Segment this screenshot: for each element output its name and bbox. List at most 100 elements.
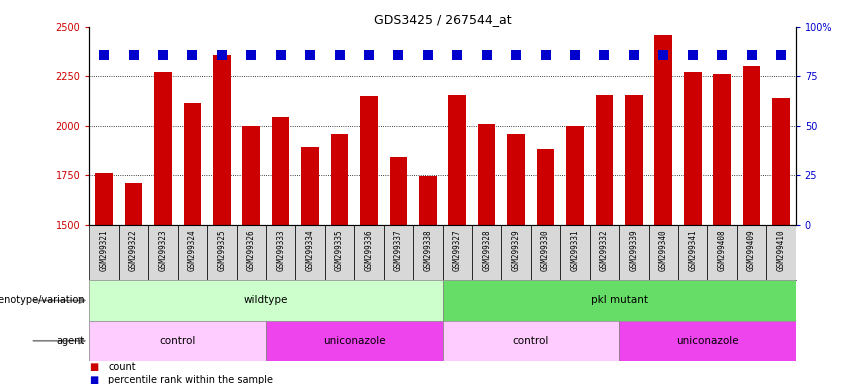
Text: GSM299333: GSM299333 <box>277 229 285 271</box>
Bar <box>243 126 260 225</box>
Point <box>127 51 140 58</box>
Bar <box>213 55 231 225</box>
Bar <box>743 66 761 225</box>
Bar <box>331 134 348 225</box>
Text: GSM299330: GSM299330 <box>541 229 550 271</box>
Text: GSM299335: GSM299335 <box>335 229 344 271</box>
Bar <box>537 149 554 225</box>
Text: control: control <box>159 336 196 346</box>
Text: agent: agent <box>57 336 85 346</box>
Bar <box>390 157 407 225</box>
Text: GSM299337: GSM299337 <box>394 229 403 271</box>
Bar <box>560 225 590 280</box>
Point <box>274 51 288 58</box>
Text: wildtype: wildtype <box>243 295 288 306</box>
Text: GSM299340: GSM299340 <box>659 229 668 271</box>
Bar <box>619 225 648 280</box>
Text: GSM299322: GSM299322 <box>129 229 138 271</box>
Bar <box>448 95 466 225</box>
Bar <box>184 103 201 225</box>
Bar <box>477 124 495 225</box>
Point <box>509 51 523 58</box>
Title: GDS3425 / 267544_at: GDS3425 / 267544_at <box>374 13 511 26</box>
Point <box>568 51 582 58</box>
Text: GSM299323: GSM299323 <box>158 229 168 271</box>
Bar <box>325 225 354 280</box>
Bar <box>148 225 178 280</box>
Point <box>774 51 788 58</box>
Bar <box>654 35 672 225</box>
Bar <box>419 176 437 225</box>
Text: ■: ■ <box>89 362 99 372</box>
Text: control: control <box>512 336 549 346</box>
Text: ■: ■ <box>89 375 99 384</box>
Bar <box>124 183 142 225</box>
Text: GSM299338: GSM299338 <box>423 229 432 271</box>
Text: GSM299324: GSM299324 <box>188 229 197 271</box>
Text: GSM299328: GSM299328 <box>483 229 491 271</box>
Bar <box>384 225 413 280</box>
Bar <box>713 74 731 225</box>
Bar <box>684 72 701 225</box>
Text: GSM299327: GSM299327 <box>453 229 462 271</box>
Bar <box>266 225 295 280</box>
Bar <box>737 225 766 280</box>
Text: uniconazole: uniconazole <box>323 336 386 346</box>
Point <box>597 51 611 58</box>
Bar <box>89 321 266 361</box>
Bar <box>501 225 531 280</box>
Bar <box>266 321 443 361</box>
Bar <box>566 126 584 225</box>
Point <box>421 51 435 58</box>
Text: GSM299409: GSM299409 <box>747 229 756 271</box>
Point <box>539 51 552 58</box>
Point <box>686 51 700 58</box>
Bar <box>95 173 113 225</box>
Bar <box>301 147 319 225</box>
Bar <box>619 321 796 361</box>
Bar <box>766 225 796 280</box>
Point <box>745 51 758 58</box>
Text: GSM299326: GSM299326 <box>247 229 255 271</box>
Text: uniconazole: uniconazole <box>676 336 739 346</box>
Bar <box>89 280 443 321</box>
Point <box>450 51 464 58</box>
Point <box>303 51 317 58</box>
Point <box>186 51 199 58</box>
Text: percentile rank within the sample: percentile rank within the sample <box>108 375 273 384</box>
Text: GSM299336: GSM299336 <box>364 229 374 271</box>
Text: GSM299321: GSM299321 <box>100 229 109 271</box>
Point <box>480 51 494 58</box>
Point <box>215 51 229 58</box>
Bar <box>531 225 560 280</box>
Bar <box>119 225 148 280</box>
Bar <box>443 225 472 280</box>
Bar <box>625 95 643 225</box>
Bar <box>154 72 172 225</box>
Bar <box>678 225 707 280</box>
Text: GSM299331: GSM299331 <box>570 229 580 271</box>
Bar <box>507 134 525 225</box>
Bar <box>89 225 119 280</box>
Bar <box>648 225 678 280</box>
Point <box>244 51 258 58</box>
Text: GSM299332: GSM299332 <box>600 229 608 271</box>
Bar <box>360 96 378 225</box>
Bar <box>354 225 384 280</box>
Point <box>391 51 405 58</box>
Bar <box>295 225 325 280</box>
Text: count: count <box>108 362 135 372</box>
Bar <box>443 280 796 321</box>
Bar <box>596 95 614 225</box>
Bar <box>413 225 443 280</box>
Point <box>656 51 670 58</box>
Point <box>333 51 346 58</box>
Bar <box>707 225 737 280</box>
Text: GSM299410: GSM299410 <box>776 229 785 271</box>
Bar <box>237 225 266 280</box>
Point <box>156 51 169 58</box>
Point <box>627 51 641 58</box>
Text: GSM299329: GSM299329 <box>511 229 521 271</box>
Bar <box>178 225 207 280</box>
Point <box>716 51 729 58</box>
